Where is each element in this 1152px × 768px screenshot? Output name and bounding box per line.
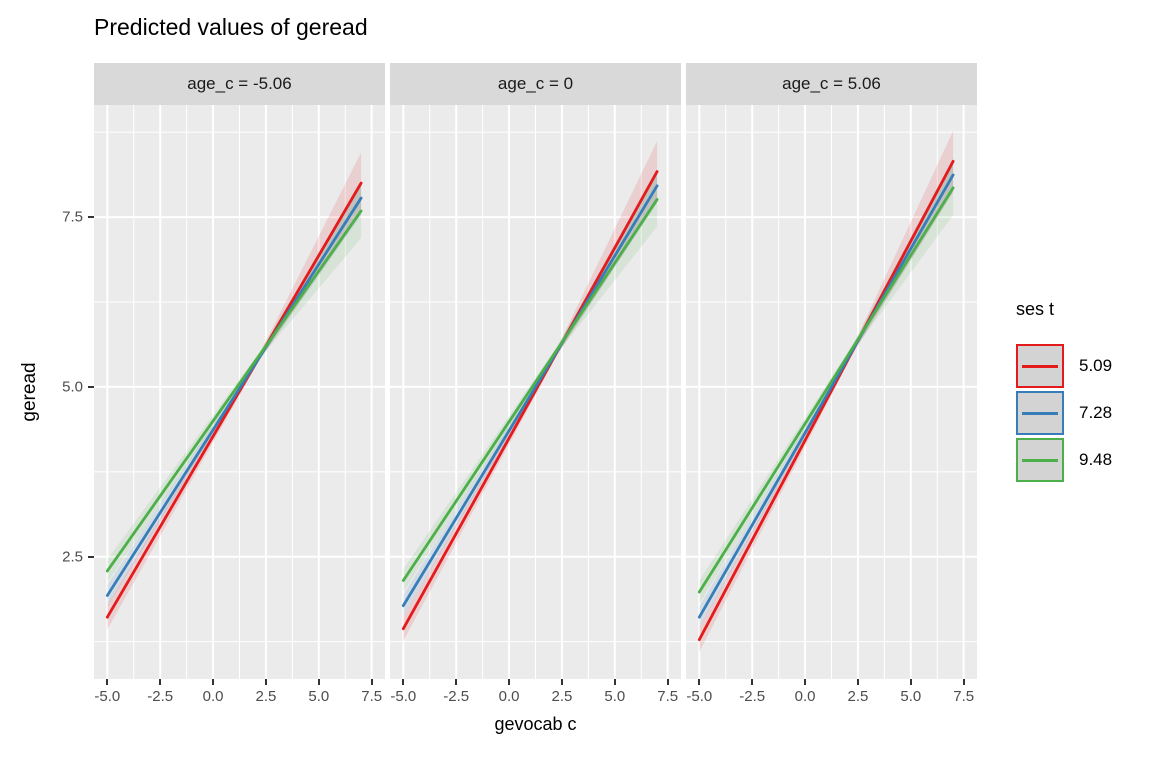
x-tick-mark — [909, 679, 912, 685]
legend-item-2: 7.28 — [1016, 391, 1112, 435]
facet-strip-3-label: age_c = 5.06 — [782, 74, 881, 93]
x-tick-mark — [455, 679, 458, 685]
x-tick-label: 5.0 — [900, 688, 922, 705]
x-tick-mark — [856, 679, 859, 685]
facet-panel-2 — [390, 105, 681, 679]
x-tick-mark — [613, 679, 616, 685]
y-tick-label: 5.0 — [62, 378, 83, 396]
x-tick-mark — [962, 679, 965, 685]
x-tick-mark — [370, 679, 373, 685]
legend-key-blue — [1016, 391, 1064, 435]
facet-panel-3 — [686, 105, 977, 679]
legend-label-1: 5.09 — [1079, 356, 1113, 375]
facet-panel-3-x-axis: -5.0 -2.5 0.0 2.5 5.0 7.5 — [686, 679, 977, 711]
facet-panel-1 — [94, 105, 385, 679]
x-tick-mark — [402, 679, 405, 685]
y-tick-label: 2.5 — [62, 548, 83, 566]
y-tick-mark — [88, 555, 94, 558]
x-tick-label: 5.0 — [308, 688, 330, 705]
x-tick-label: 7.5 — [361, 688, 383, 705]
legend-key-blue-line — [1022, 411, 1058, 415]
legend-key-red — [1016, 344, 1064, 388]
legend-key-green-line — [1022, 458, 1058, 462]
y-tick-mark — [88, 385, 94, 388]
x-tick-mark — [159, 679, 162, 685]
x-tick-mark — [804, 679, 807, 685]
x-tick-label: -2.5 — [739, 688, 766, 705]
x-axis-title: gevocab c — [494, 714, 577, 734]
x-tick-label: -2.5 — [147, 688, 174, 705]
x-tick-label: -2.5 — [443, 688, 470, 705]
facet-panel-1-plot — [94, 105, 385, 679]
facet-strip-1-label: age_c = -5.06 — [187, 74, 292, 93]
facet-strip-2-label: age_c = 0 — [497, 74, 574, 93]
x-tick-mark — [666, 679, 669, 685]
facet-strip-3: age_c = 5.06 — [686, 63, 977, 105]
x-tick-mark — [560, 679, 563, 685]
x-tick-mark — [508, 679, 511, 685]
x-tick-label: 0.0 — [794, 688, 816, 705]
y-axis: 2.5 5.0 7.5 — [40, 105, 94, 679]
x-tick-mark — [212, 679, 215, 685]
x-tick-label: 7.5 — [657, 688, 679, 705]
x-tick-label: -5.0 — [686, 688, 713, 705]
x-tick-label: 2.5 — [255, 688, 277, 705]
x-tick-mark — [698, 679, 701, 685]
x-tick-label: 5.0 — [604, 688, 626, 705]
x-tick-label: 0.0 — [202, 688, 224, 705]
legend-item-3: 9.48 — [1016, 438, 1112, 482]
legend-key-red-line — [1022, 364, 1058, 368]
y-axis-title: geread — [19, 362, 40, 422]
legend-key-green — [1016, 438, 1064, 482]
facet-panel-2-x-axis: -5.0 -2.5 0.0 2.5 5.0 7.5 — [390, 679, 681, 711]
x-tick-label: -5.0 — [94, 688, 121, 705]
plot-title: Predicted values of geread — [94, 14, 368, 40]
facet-panel-1-x-axis: -5.0 -2.5 0.0 2.5 5.0 7.5 — [94, 679, 385, 711]
facet-panel-2-plot — [390, 105, 681, 679]
facet-strip-1: age_c = -5.06 — [94, 63, 385, 105]
legend-title: ses t — [1016, 299, 1055, 319]
x-tick-mark — [317, 679, 320, 685]
x-tick-mark — [751, 679, 754, 685]
x-tick-mark — [106, 679, 109, 685]
x-tick-label: 7.5 — [953, 688, 975, 705]
facet-panel-3-plot — [686, 105, 977, 679]
x-tick-label: 2.5 — [847, 688, 869, 705]
x-tick-label: 2.5 — [551, 688, 573, 705]
x-tick-label: 0.0 — [498, 688, 520, 705]
facet-strip-2: age_c = 0 — [390, 63, 681, 105]
x-tick-mark — [264, 679, 267, 685]
legend-label-2: 7.28 — [1079, 403, 1113, 422]
legend: ses t 5.09 7.28 9.48 — [1016, 299, 1112, 485]
legend-label-3: 9.48 — [1079, 450, 1113, 469]
y-tick-mark — [88, 216, 94, 219]
x-tick-label: -5.0 — [390, 688, 417, 705]
legend-item-1: 5.09 — [1016, 344, 1112, 388]
y-tick-label: 7.5 — [62, 208, 83, 226]
